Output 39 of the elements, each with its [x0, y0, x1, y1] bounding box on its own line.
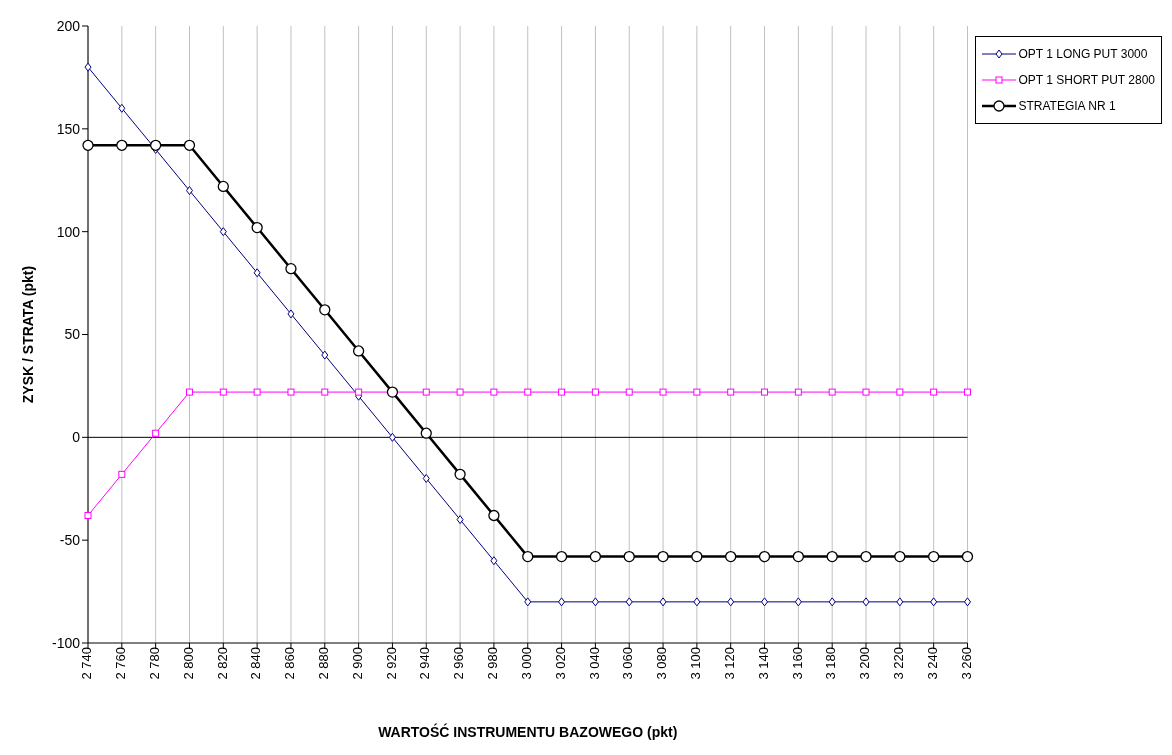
x-tick-label: 3 080: [654, 647, 670, 680]
x-tick-label: 2 780: [146, 647, 162, 680]
x-tick-label: 3 260: [958, 647, 974, 680]
y-tick-label: 50: [64, 326, 81, 343]
x-tick-label: 2 740: [79, 647, 95, 680]
x-tick-label: 2 880: [316, 647, 332, 680]
x-tick-label: 2 800: [180, 647, 196, 680]
y-axis-title: ZYSK / STRATA (pkt): [19, 265, 36, 404]
y-tick-label: -50: [59, 532, 81, 549]
x-tick-label: 3 120: [721, 647, 737, 680]
x-tick-label: 3 100: [688, 647, 704, 680]
x-tick-label: 3 060: [620, 647, 636, 680]
x-tick-label: 3 140: [755, 647, 771, 680]
y-tick-label: 150: [56, 120, 81, 137]
x-tick-label: 3 200: [857, 647, 873, 680]
x-tick-label: 3 000: [518, 647, 534, 680]
x-tick-label: 2 840: [248, 647, 264, 680]
legend-label: STRATEGIA NR 1: [1018, 99, 1116, 113]
x-tick-label: 2 900: [349, 647, 365, 680]
x-tick-label: 2 980: [485, 647, 501, 680]
x-tick-label: 2 760: [113, 647, 129, 680]
x-tick-label: 2 920: [383, 647, 399, 680]
y-tick-label: 200: [56, 17, 81, 34]
legend-label: OPT 1 LONG PUT 3000: [1018, 47, 1148, 61]
x-tick-label: 3 160: [789, 647, 805, 680]
x-tick-label: 3 220: [891, 647, 907, 680]
y-tick-label: -100: [51, 634, 81, 651]
x-tick-label: 2 860: [282, 647, 298, 680]
x-tick-label: 2 820: [214, 647, 230, 680]
legend-label: OPT 1 SHORT PUT 2800: [1018, 73, 1155, 87]
x-axis-title: WARTOŚĆ INSTRUMENTU BAZOWEGO (pkt): [378, 723, 678, 740]
x-tick-label: 2 960: [451, 647, 467, 680]
x-tick-label: 2 940: [417, 647, 433, 680]
x-tick-label: 3 240: [924, 647, 940, 680]
y-tick-label: 0: [72, 429, 81, 446]
x-tick-label: 3 020: [552, 647, 568, 680]
x-tick-label: 3 040: [586, 647, 602, 680]
y-tick-label: 100: [56, 223, 81, 240]
x-tick-label: 3 180: [823, 647, 839, 680]
